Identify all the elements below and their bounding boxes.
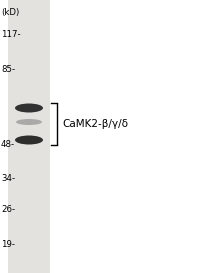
Text: 19-: 19- bbox=[1, 240, 15, 249]
Text: 26-: 26- bbox=[1, 205, 15, 214]
Text: 34-: 34- bbox=[1, 174, 15, 183]
Ellipse shape bbox=[15, 135, 43, 144]
Text: (kD): (kD) bbox=[1, 8, 19, 17]
Bar bbox=[8, 0, 50, 273]
Text: 117-: 117- bbox=[1, 30, 21, 39]
Ellipse shape bbox=[16, 119, 42, 125]
Ellipse shape bbox=[15, 103, 43, 112]
Text: CaMK2-β/γ/δ: CaMK2-β/γ/δ bbox=[62, 119, 128, 129]
Text: 85-: 85- bbox=[1, 65, 15, 74]
Text: 48-: 48- bbox=[1, 140, 15, 149]
